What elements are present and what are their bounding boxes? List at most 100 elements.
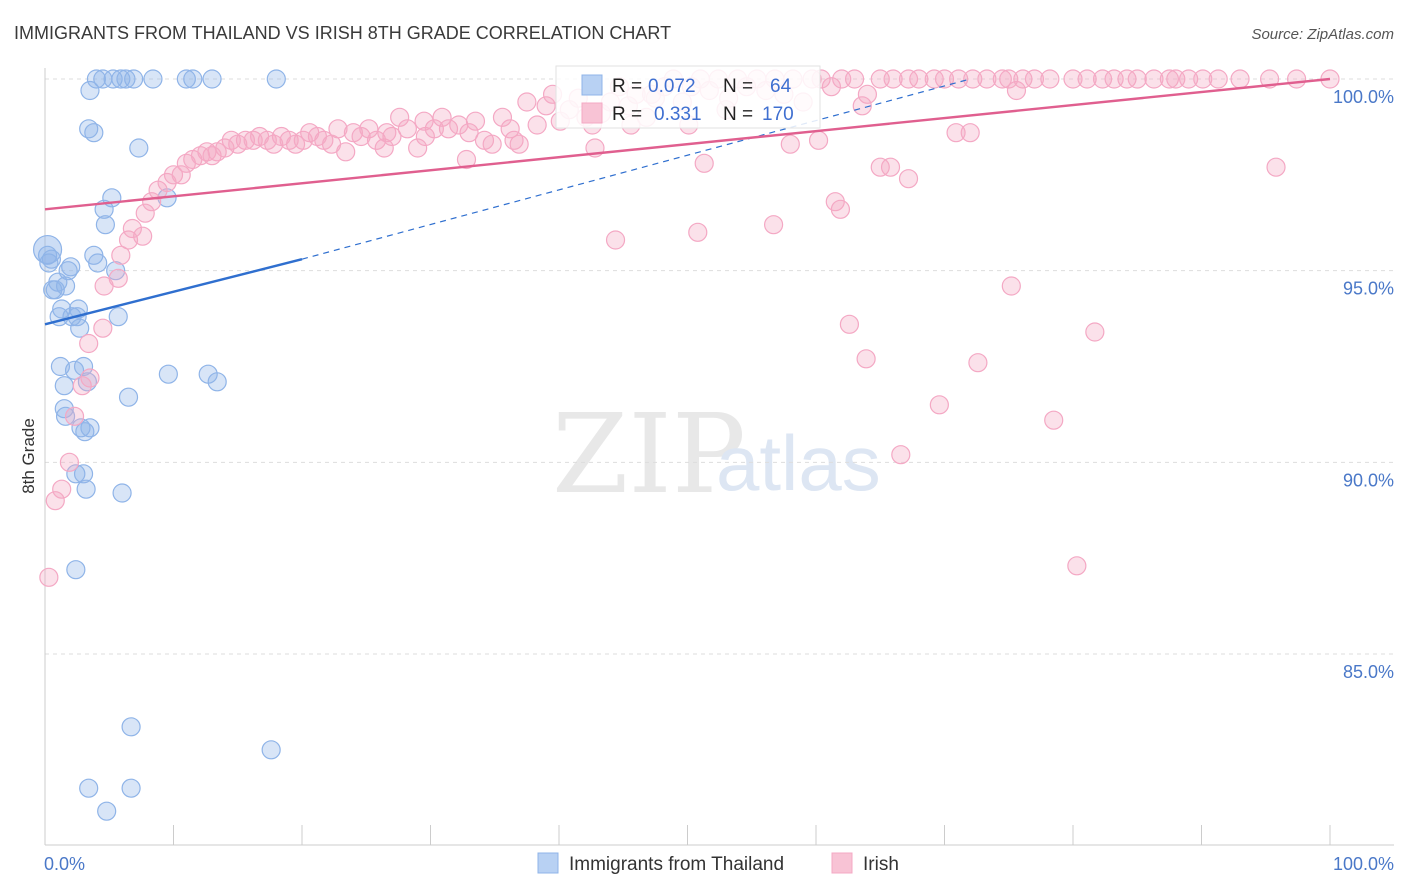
legend-swatch-irish bbox=[831, 852, 853, 874]
point-1-116 bbox=[1024, 69, 1045, 89]
point-1-149 bbox=[694, 153, 714, 173]
point-0-35 bbox=[116, 69, 136, 89]
trend-line-0 bbox=[44, 258, 303, 326]
point-1-129 bbox=[1208, 69, 1228, 89]
point-0-4 bbox=[45, 280, 65, 300]
point-1-161 bbox=[1085, 322, 1105, 342]
point-1-146 bbox=[459, 123, 479, 143]
point-1-7 bbox=[79, 333, 99, 354]
x-tick-label-max: 100.0% bbox=[1333, 854, 1394, 874]
point-1-52 bbox=[397, 119, 417, 139]
point-1-51 bbox=[390, 107, 410, 127]
point-1-14 bbox=[122, 218, 142, 239]
point-1-107 bbox=[909, 69, 929, 89]
point-0-8 bbox=[55, 276, 76, 296]
y-tick-labels: 100.0% 95.0% 90.0% 85.0% bbox=[1333, 87, 1394, 682]
point-1-63 bbox=[492, 107, 513, 127]
point-1-66 bbox=[517, 92, 537, 112]
point-1-103 bbox=[857, 84, 878, 104]
point-1-127 bbox=[1179, 69, 1199, 89]
point-1-109 bbox=[934, 69, 955, 89]
point-1-162 bbox=[856, 349, 876, 369]
point-1-160 bbox=[839, 314, 860, 334]
point-0-43 bbox=[84, 123, 104, 143]
point-1-62 bbox=[482, 134, 502, 154]
point-1-142 bbox=[960, 123, 980, 143]
point-1-60 bbox=[465, 111, 486, 131]
point-1-30 bbox=[235, 130, 256, 150]
point-1-67 bbox=[527, 115, 547, 135]
x-tick-label-min: 0.0% bbox=[44, 854, 85, 874]
point-1-49 bbox=[374, 138, 394, 158]
point-0-31 bbox=[86, 69, 107, 89]
stats-n-value-irish: 170 bbox=[762, 104, 794, 125]
point-1-106 bbox=[898, 69, 919, 89]
point-1-157 bbox=[688, 222, 708, 242]
gridlines bbox=[45, 78, 1394, 655]
point-1-115 bbox=[1013, 69, 1033, 89]
point-1-12 bbox=[118, 230, 139, 250]
legend: Immigrants from Thailand Irish bbox=[537, 852, 899, 875]
point-1-50 bbox=[382, 126, 402, 147]
point-0-30 bbox=[80, 80, 100, 101]
point-1-119 bbox=[1077, 69, 1097, 89]
legend-swatch-thailand bbox=[537, 852, 559, 874]
point-1-56 bbox=[432, 107, 452, 127]
point-1-34 bbox=[264, 134, 284, 154]
trend-lines bbox=[44, 77, 1331, 326]
point-1-112 bbox=[977, 69, 997, 89]
point-0-18 bbox=[73, 356, 94, 377]
point-0-14 bbox=[70, 318, 90, 338]
trend-line-dashed-0 bbox=[301, 78, 971, 260]
point-1-150 bbox=[870, 157, 890, 177]
point-1-102 bbox=[844, 69, 865, 89]
point-0-36 bbox=[124, 69, 144, 89]
point-0-7 bbox=[52, 299, 72, 319]
point-1-148 bbox=[377, 123, 397, 143]
point-1-153 bbox=[1266, 157, 1286, 177]
point-1-158 bbox=[605, 230, 626, 250]
point-1-125 bbox=[1159, 69, 1179, 89]
point-1-164 bbox=[929, 395, 949, 415]
point-1-38 bbox=[293, 130, 313, 150]
point-1-156 bbox=[763, 215, 784, 235]
point-0-53 bbox=[158, 364, 178, 384]
point-1-128 bbox=[1193, 69, 1213, 89]
point-1-165 bbox=[1044, 410, 1064, 430]
point-1-114 bbox=[999, 69, 1019, 89]
point-1-24 bbox=[197, 142, 217, 162]
point-1-117 bbox=[1040, 69, 1060, 89]
point-1-163 bbox=[968, 353, 988, 373]
point-1-0 bbox=[39, 567, 59, 587]
point-0-38 bbox=[176, 69, 196, 89]
point-1-57 bbox=[438, 119, 459, 139]
point-1-53 bbox=[408, 138, 428, 158]
y-axis-label: 8th Grade bbox=[19, 418, 38, 494]
stats-r-value-thailand: 0.072 bbox=[648, 76, 696, 97]
point-1-159 bbox=[1001, 276, 1021, 296]
point-1-147 bbox=[414, 111, 434, 131]
stats-swatch-irish bbox=[581, 102, 603, 124]
point-1-43 bbox=[328, 119, 348, 139]
point-1-136 bbox=[852, 96, 872, 116]
point-1-100 bbox=[821, 77, 842, 97]
point-0-50 bbox=[88, 253, 108, 273]
point-0-41 bbox=[266, 69, 286, 89]
watermark: ZIP atlas bbox=[552, 390, 881, 518]
point-1-124 bbox=[1144, 69, 1164, 89]
stats-r-value-irish: 0.331 bbox=[654, 104, 702, 125]
point-0-42 bbox=[79, 119, 99, 139]
point-0-16 bbox=[54, 376, 74, 396]
point-0-60 bbox=[121, 778, 141, 798]
point-1-44 bbox=[336, 142, 356, 162]
point-1-155 bbox=[830, 199, 851, 219]
point-1-105 bbox=[883, 69, 903, 89]
point-1-5 bbox=[72, 376, 92, 396]
point-0-56 bbox=[118, 387, 139, 407]
point-cluster-large bbox=[32, 234, 63, 265]
point-1-118 bbox=[1063, 69, 1083, 89]
y-tick-label-1: 95.0% bbox=[1343, 279, 1394, 299]
point-1-137 bbox=[1006, 80, 1027, 101]
point-1-48 bbox=[366, 130, 387, 150]
